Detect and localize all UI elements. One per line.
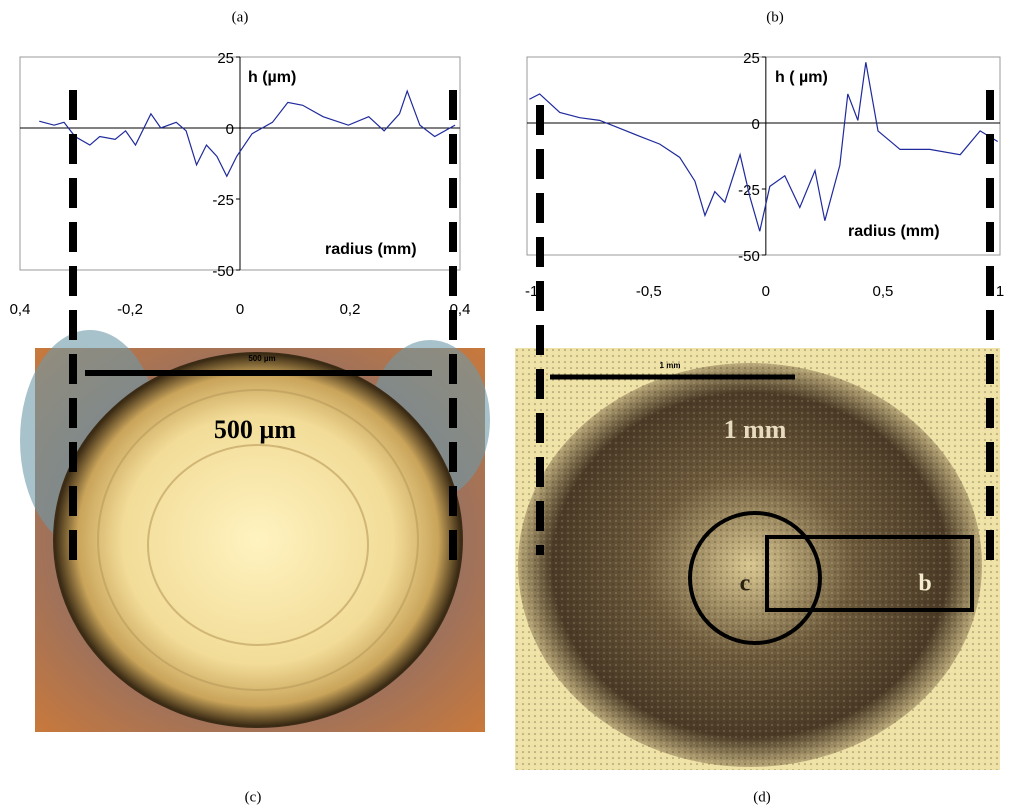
x-tick-label: -0,5 xyxy=(636,283,662,300)
y-axis-label: h ( µm) xyxy=(775,69,828,86)
y-tick-label: 0 xyxy=(751,116,759,133)
panel-label: (d) xyxy=(753,789,771,805)
y-tick-label: -50 xyxy=(212,263,234,280)
scale-label: 1 mm xyxy=(724,415,787,444)
x-tick-label: 0 xyxy=(236,301,244,318)
panel-label: (b) xyxy=(766,9,784,25)
x-tick-label: 0,5 xyxy=(872,283,893,300)
x-axis-label: radius (mm) xyxy=(848,223,940,240)
y-tick-label: -25 xyxy=(212,192,234,209)
scale-label: 500 µm xyxy=(214,415,296,444)
scale-text: 1 mm xyxy=(660,361,681,370)
x-tick-label: -1 xyxy=(525,283,538,300)
y-tick-label: 25 xyxy=(743,50,760,67)
x-tick-label: 1 xyxy=(996,283,1004,300)
x-tick-label: 0,4 xyxy=(10,301,31,318)
panel-label: (c) xyxy=(245,789,262,805)
y-tick-label: 0 xyxy=(226,121,234,138)
micrograph-d: 1 mm 1 mm c b xyxy=(515,348,1000,770)
micrograph-c: 500 µm 500 µm xyxy=(20,330,490,732)
x-tick-label: 0,2 xyxy=(340,301,361,318)
panel-label: (a) xyxy=(232,9,249,25)
profile-line xyxy=(39,89,456,178)
y-tick-label: -50 xyxy=(738,248,760,265)
x-axis-label: radius (mm) xyxy=(325,241,417,258)
profile-line xyxy=(529,62,998,232)
scale-text: 500 µm xyxy=(248,354,275,363)
region-label: b xyxy=(918,571,931,597)
y-tick-label: 25 xyxy=(217,50,234,67)
x-tick-label: 0 xyxy=(762,283,770,300)
y-axis-label: h (µm) xyxy=(248,69,296,86)
region-label: c xyxy=(740,571,751,597)
x-tick-label: -0,2 xyxy=(117,301,143,318)
